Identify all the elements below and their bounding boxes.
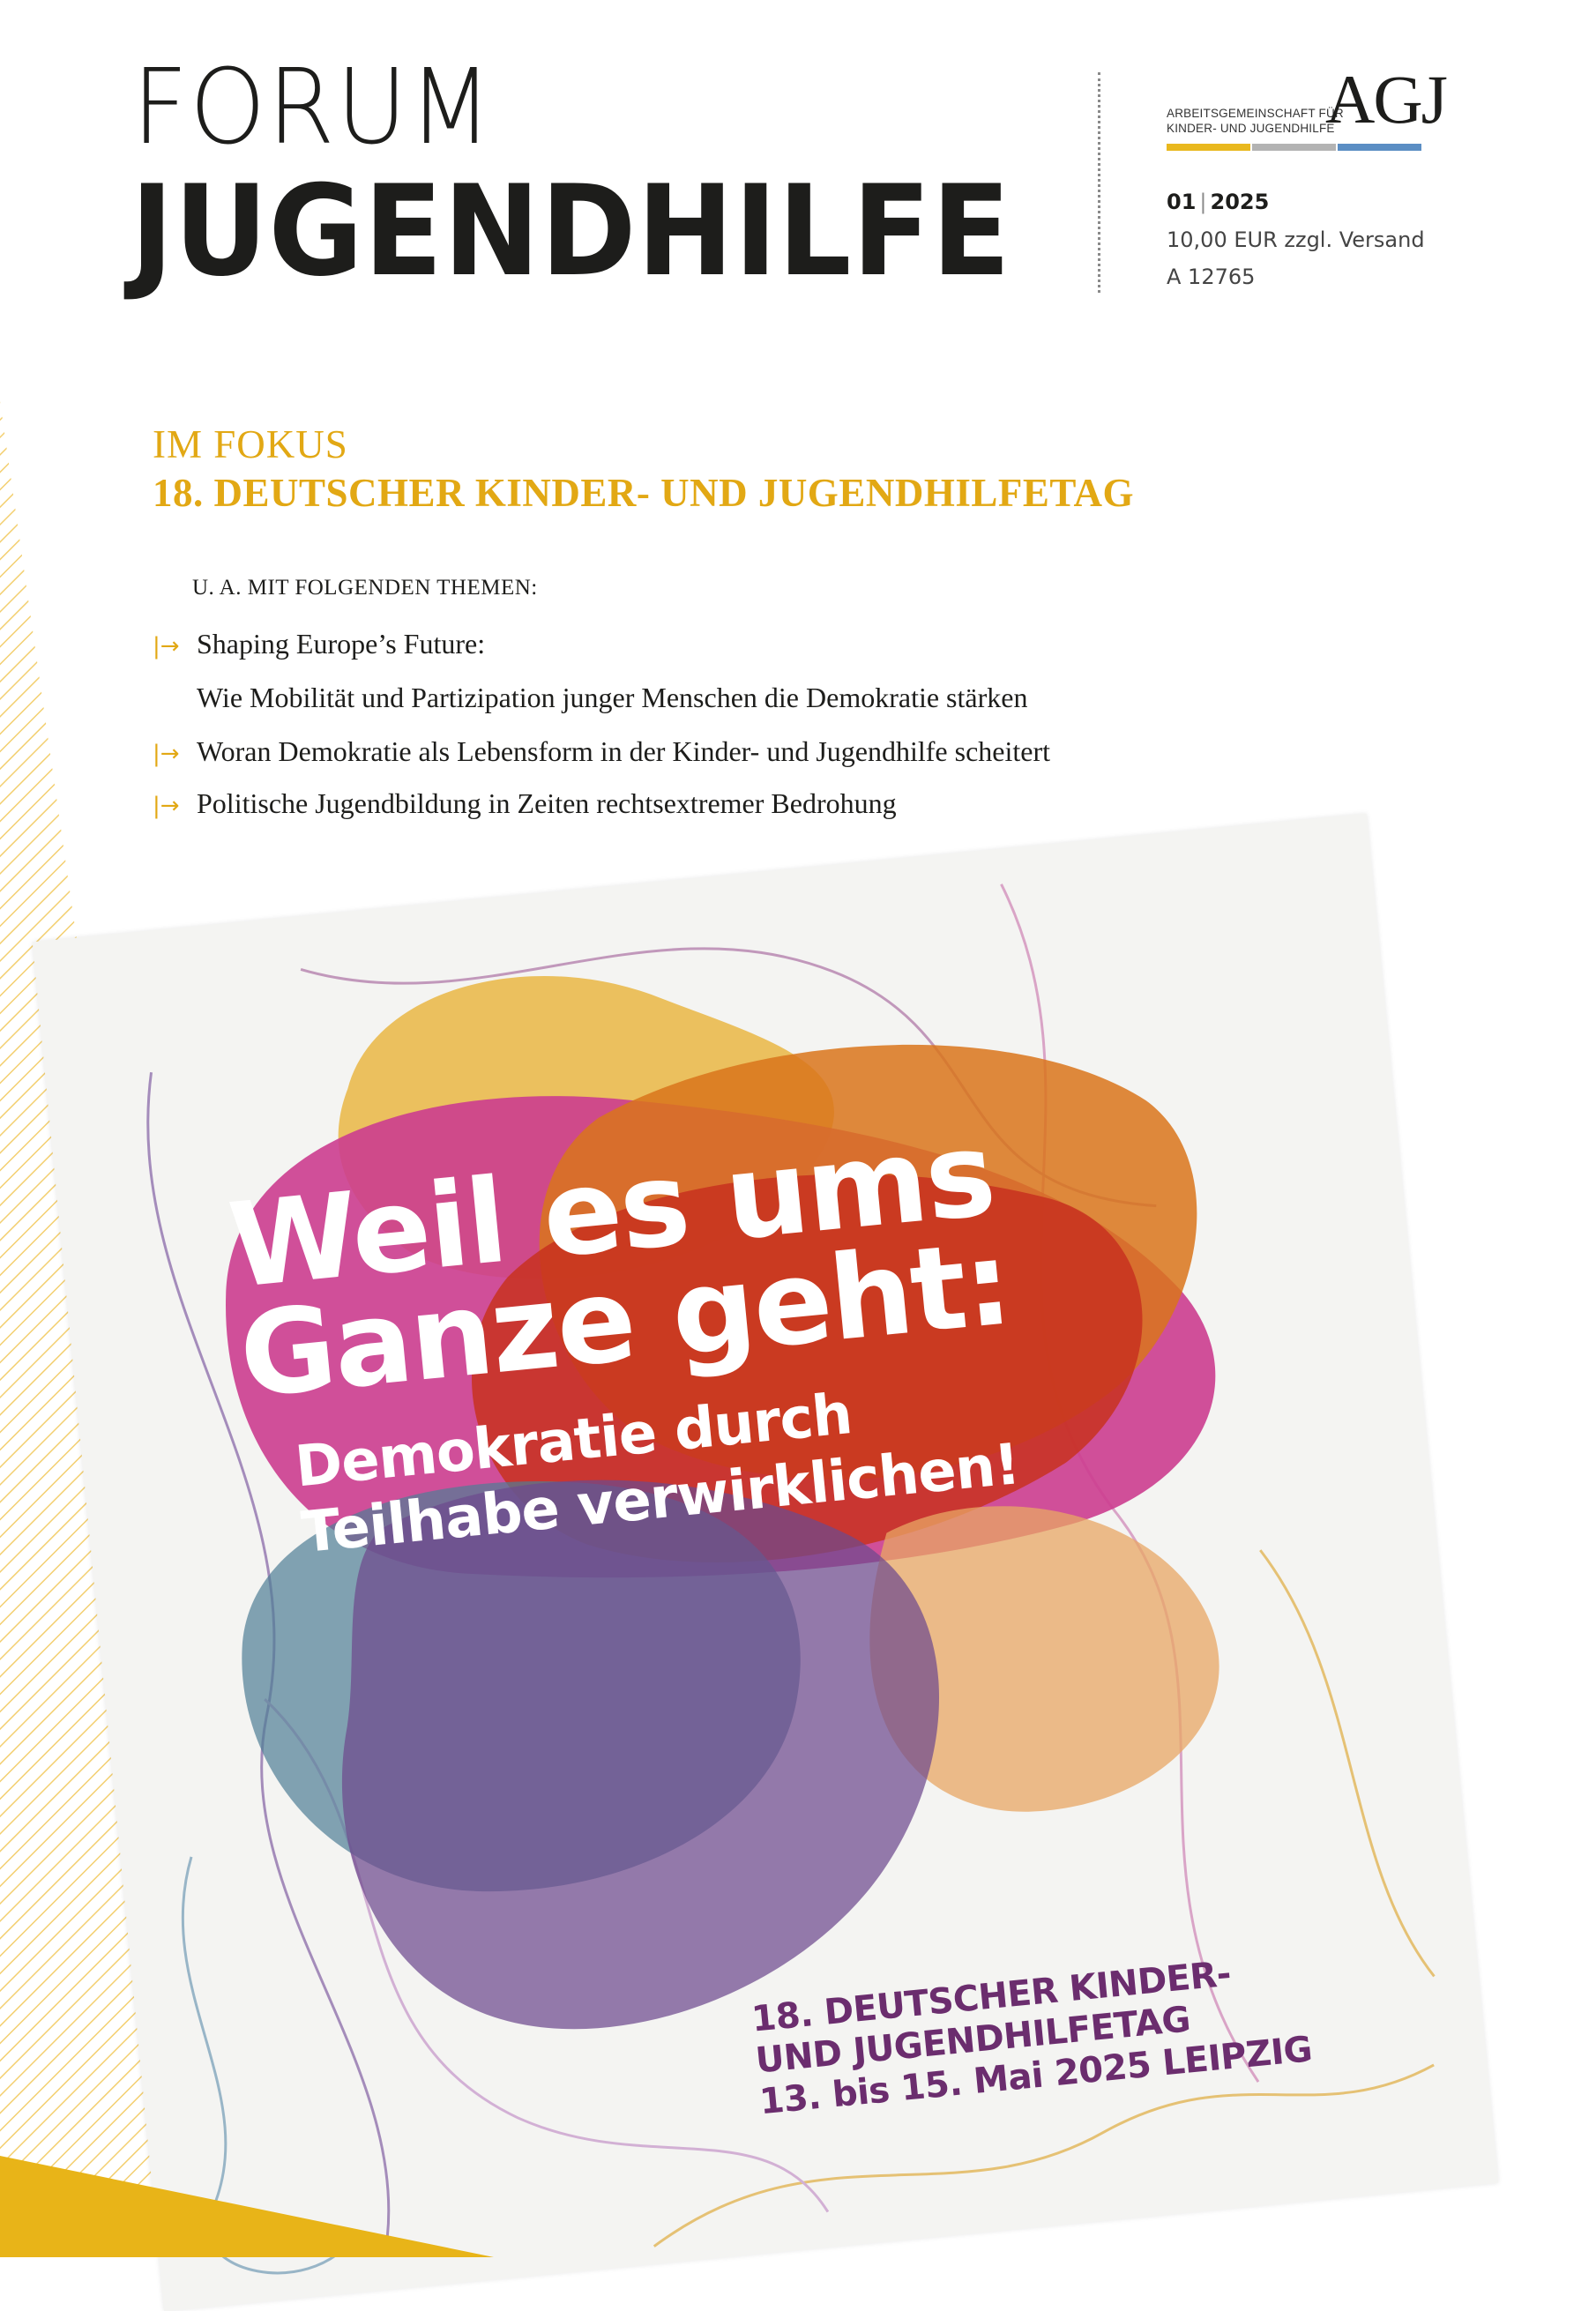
topic-text: Politische Jugendbildung in Zeiten recht… (197, 787, 897, 819)
agj-logo: AGJ (1325, 61, 1448, 138)
issue-number: 01 | 2025 (1167, 191, 1269, 212)
publisher-name: Arbeitsgemeinschaft für Kinder- und Juge… (1167, 106, 1344, 136)
poster-blob-peach (869, 1506, 1219, 1812)
arrow-right-icon: |→ (153, 793, 180, 819)
agj-bar-blue (1338, 144, 1421, 151)
issue-year: 2025 (1210, 190, 1270, 214)
arrow-right-icon: |→ (153, 741, 180, 767)
focus-kicker: IM FOKUS (153, 422, 348, 466)
agj-bar-yellow (1167, 144, 1250, 151)
poster-line (181, 1856, 354, 2275)
poster-line (653, 2063, 1435, 2248)
agj-bar-grey (1252, 144, 1336, 151)
event-poster: Weil es ums Ganze geht: Demokratie durch… (32, 813, 1499, 2311)
issue-id: A 12765 (1167, 265, 1256, 289)
topic-text: Shaping Europe’s Future: (197, 628, 486, 660)
topics-intro: U. A. MIT FOLGENDEN THEMEN: (192, 576, 538, 600)
focus-title: 18. DEUTSCHER KINDER- UND JUGENDHILFETAG (153, 471, 1135, 515)
publisher-name-line2: Kinder- und Jugendhilfe (1167, 122, 1335, 135)
topic-text-continued: Wie Mobilität und Partizipation junger M… (197, 682, 1028, 713)
issue-no: 01 (1167, 190, 1197, 214)
poster-blob-red (472, 1174, 1143, 1562)
arrow-right-icon: |→ (153, 633, 180, 660)
masthead-forum: FORUM (132, 46, 495, 168)
topic-item: |→ Woran Demokratie als Lebensform in der… (153, 735, 1050, 768)
topic-item: |→ Politische Jugendbildung in Zeiten rec… (153, 787, 897, 820)
poster-line (1259, 1549, 1436, 1978)
topic-text: Woran Demokratie als Lebensform in der K… (197, 735, 1051, 767)
issue-separator: | (1199, 190, 1207, 214)
topic-item: |→ Shaping Europe’s Future: (153, 628, 485, 660)
publisher-name-line1: Arbeitsgemeinschaft für (1167, 107, 1344, 120)
poster-artwork (146, 883, 1436, 2275)
issue-price: 10,00 EUR zzgl. Versand (1167, 227, 1425, 252)
masthead-divider (1098, 72, 1100, 293)
poster-blob-purple (341, 1480, 940, 2030)
masthead-jugendhilfe: JUGENDHILFE (131, 159, 1011, 304)
